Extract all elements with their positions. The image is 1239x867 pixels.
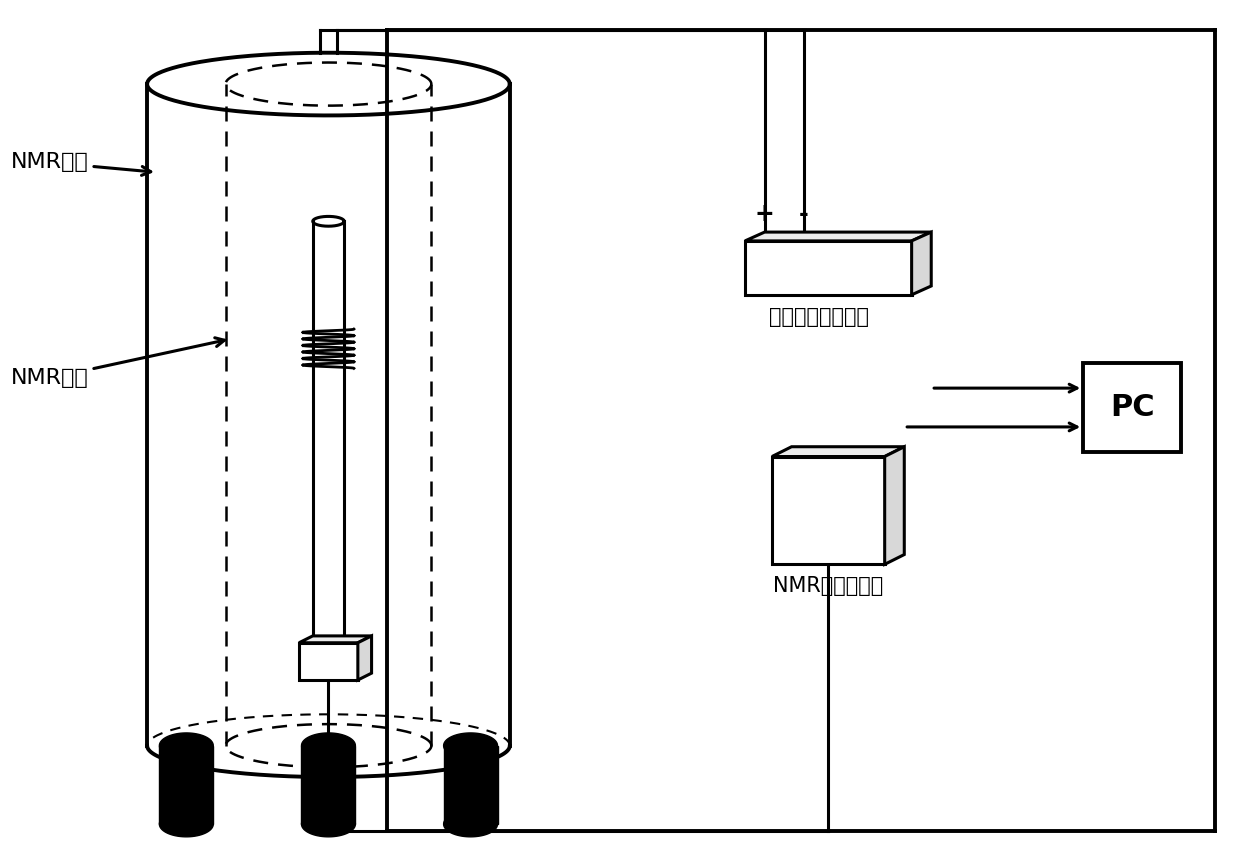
Text: NMR信号接收器: NMR信号接收器	[773, 576, 883, 596]
Polygon shape	[312, 217, 344, 226]
Polygon shape	[772, 447, 904, 457]
Polygon shape	[312, 221, 344, 642]
Polygon shape	[160, 733, 213, 759]
Polygon shape	[299, 636, 372, 642]
Polygon shape	[745, 232, 932, 241]
Polygon shape	[301, 746, 356, 825]
Text: NMR探头: NMR探头	[11, 338, 224, 388]
Polygon shape	[444, 746, 498, 825]
Text: NMR谱仪: NMR谱仪	[11, 153, 151, 175]
Text: 电池充放电测试仪: 电池充放电测试仪	[768, 307, 869, 327]
Text: -: -	[799, 202, 809, 226]
Polygon shape	[772, 457, 885, 564]
Polygon shape	[444, 733, 498, 759]
Polygon shape	[160, 746, 213, 825]
Text: +: +	[755, 202, 774, 226]
Polygon shape	[444, 812, 498, 837]
Polygon shape	[885, 447, 904, 564]
Polygon shape	[912, 232, 932, 295]
Text: PC: PC	[1110, 393, 1155, 422]
Polygon shape	[1083, 363, 1181, 452]
Polygon shape	[299, 642, 358, 680]
Polygon shape	[301, 812, 356, 837]
Polygon shape	[358, 636, 372, 680]
Polygon shape	[301, 733, 356, 759]
Polygon shape	[745, 241, 912, 295]
Polygon shape	[160, 812, 213, 837]
